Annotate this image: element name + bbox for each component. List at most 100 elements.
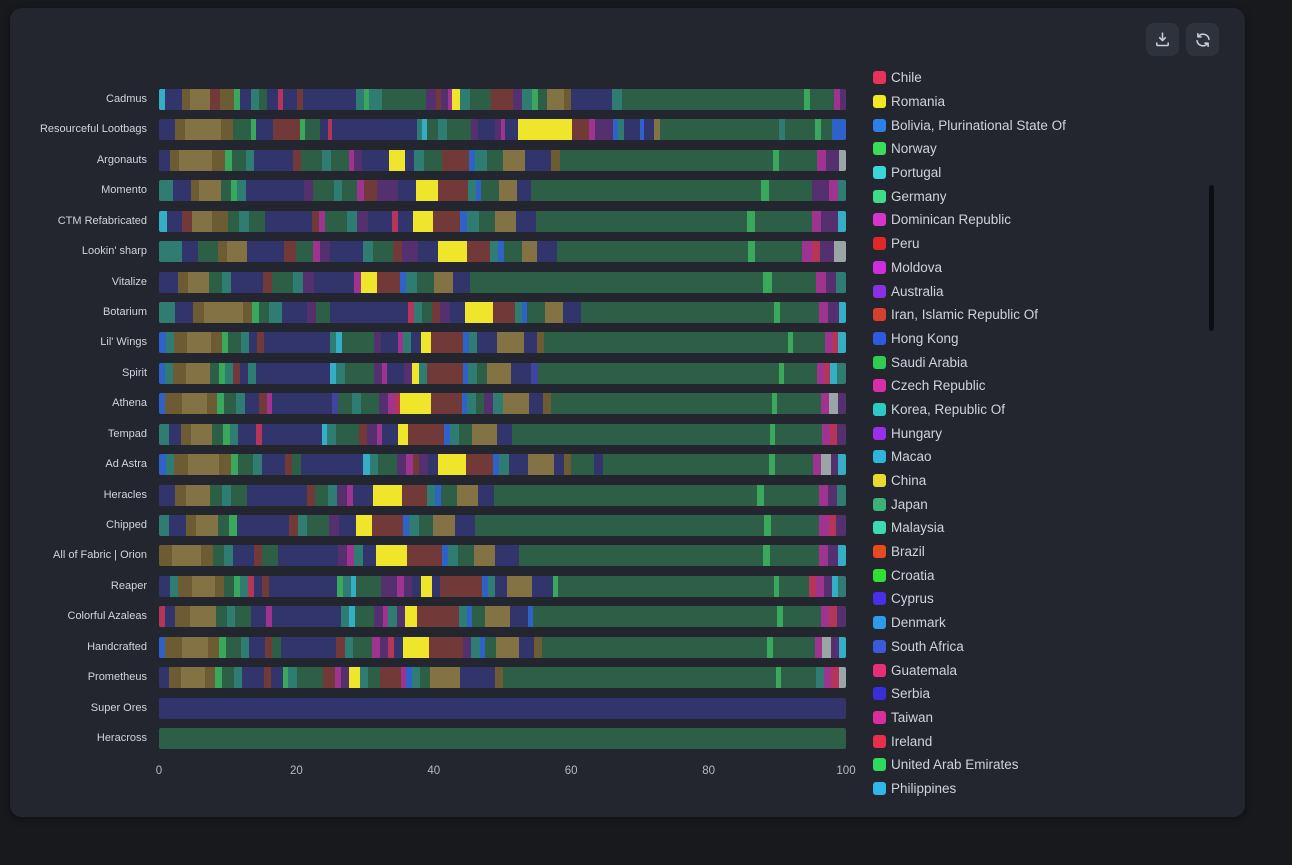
- bar-segment[interactable]: [748, 241, 756, 262]
- bar-segment[interactable]: [159, 89, 165, 110]
- bar-segment[interactable]: [159, 606, 165, 627]
- bar-segment[interactable]: [396, 576, 404, 597]
- bar-segment[interactable]: [223, 545, 234, 566]
- bar-segment[interactable]: [437, 180, 469, 201]
- bar-segment[interactable]: [367, 424, 377, 445]
- bar-segment[interactable]: [313, 241, 321, 262]
- bar-segment[interactable]: [461, 393, 468, 414]
- bar-segment[interactable]: [524, 332, 537, 353]
- bar-segment[interactable]: [769, 454, 776, 475]
- bar-segment[interactable]: [831, 576, 839, 597]
- bar-segment[interactable]: [373, 241, 393, 262]
- bar-segment[interactable]: [329, 515, 339, 536]
- bar-segment[interactable]: [393, 637, 403, 658]
- bar-segment[interactable]: [222, 332, 229, 353]
- bar-segment[interactable]: [373, 606, 383, 627]
- bar-segment[interactable]: [763, 485, 820, 506]
- bar-segment[interactable]: [400, 272, 407, 293]
- bar-segment[interactable]: [487, 576, 496, 597]
- bar-segment[interactable]: [762, 545, 770, 566]
- bar-segment[interactable]: [469, 89, 491, 110]
- bar-segment[interactable]: [434, 485, 441, 506]
- bar-segment[interactable]: [763, 515, 772, 536]
- bar-segment[interactable]: [369, 89, 382, 110]
- legend-item[interactable]: Guatemala: [873, 658, 1188, 682]
- bar-segment[interactable]: [411, 363, 420, 384]
- bar-segment[interactable]: [231, 272, 264, 293]
- bar-segment[interactable]: [458, 424, 472, 445]
- bar-segment[interactable]: [819, 545, 829, 566]
- bar-segment[interactable]: [363, 454, 370, 475]
- bar-segment[interactable]: [292, 454, 301, 475]
- bar-segment[interactable]: [830, 454, 839, 475]
- bar-segment[interactable]: [490, 241, 499, 262]
- bar-segment[interactable]: [246, 180, 304, 201]
- bar-segment[interactable]: [178, 272, 188, 293]
- bar-segment[interactable]: [159, 576, 171, 597]
- bar-segment[interactable]: [416, 606, 459, 627]
- bar-segment[interactable]: [436, 89, 442, 110]
- bar-segment[interactable]: [249, 211, 265, 232]
- bar-segment[interactable]: [837, 545, 846, 566]
- bar-segment[interactable]: [499, 454, 509, 475]
- bar-segment[interactable]: [603, 454, 770, 475]
- bar-segment[interactable]: [272, 393, 332, 414]
- bar-segment[interactable]: [159, 332, 166, 353]
- bar-segment[interactable]: [240, 576, 249, 597]
- bar-segment[interactable]: [355, 89, 365, 110]
- bar-segment[interactable]: [820, 119, 832, 140]
- bar-segment[interactable]: [330, 363, 337, 384]
- bar-segment[interactable]: [178, 150, 213, 171]
- bar-segment[interactable]: [271, 606, 341, 627]
- bar-segment[interactable]: [165, 363, 173, 384]
- bar-segment[interactable]: [350, 576, 356, 597]
- bar-segment[interactable]: [380, 667, 401, 688]
- bar-segment[interactable]: [337, 485, 347, 506]
- bar-segment[interactable]: [329, 302, 409, 323]
- bar-segment[interactable]: [164, 637, 182, 658]
- bar-segment[interactable]: [823, 667, 832, 688]
- legend-item[interactable]: Hungary: [873, 421, 1188, 445]
- bar-segment[interactable]: [432, 302, 440, 323]
- bar-segment[interactable]: [188, 454, 219, 475]
- bar-segment[interactable]: [818, 515, 829, 536]
- bar-segment[interactable]: [594, 119, 613, 140]
- bar-segment[interactable]: [266, 89, 278, 110]
- bar-segment[interactable]: [192, 302, 204, 323]
- bar-segment[interactable]: [494, 485, 757, 506]
- legend-item[interactable]: Serbia: [873, 682, 1188, 706]
- bar-segment[interactable]: [769, 545, 820, 566]
- bar-segment[interactable]: [493, 302, 515, 323]
- bar-segment[interactable]: [446, 119, 471, 140]
- bar-segment[interactable]: [417, 241, 438, 262]
- legend-item[interactable]: Croatia: [873, 563, 1188, 587]
- bar-segment[interactable]: [253, 576, 263, 597]
- bar-segment[interactable]: [775, 454, 813, 475]
- bar-segment[interactable]: [828, 515, 837, 536]
- bar-segment[interactable]: [830, 424, 838, 445]
- bar-segment[interactable]: [364, 180, 377, 201]
- bar-segment[interactable]: [840, 89, 846, 110]
- bar-segment[interactable]: [823, 363, 831, 384]
- bar-segment[interactable]: [229, 424, 239, 445]
- bar-segment[interactable]: [426, 119, 439, 140]
- bar-segment[interactable]: [802, 241, 812, 262]
- bar-segment[interactable]: [831, 667, 840, 688]
- bar-segment[interactable]: [387, 393, 395, 414]
- bar-segment[interactable]: [159, 119, 175, 140]
- bar-segment[interactable]: [815, 576, 824, 597]
- bar-segment[interactable]: [268, 576, 338, 597]
- bar-segment[interactable]: [538, 363, 779, 384]
- bar-segment[interactable]: [814, 637, 823, 658]
- bar-segment[interactable]: [460, 211, 468, 232]
- bar-segment[interactable]: [348, 150, 354, 171]
- bar-segment[interactable]: [347, 545, 354, 566]
- bar-segment[interactable]: [159, 485, 176, 506]
- bar-segment[interactable]: [763, 272, 772, 293]
- bar-segment[interactable]: [531, 180, 762, 201]
- bar-segment[interactable]: [475, 180, 481, 201]
- bar-segment[interactable]: [209, 89, 220, 110]
- bar-segment[interactable]: [226, 606, 236, 627]
- bar-segment[interactable]: [181, 424, 191, 445]
- bar-segment[interactable]: [543, 393, 552, 414]
